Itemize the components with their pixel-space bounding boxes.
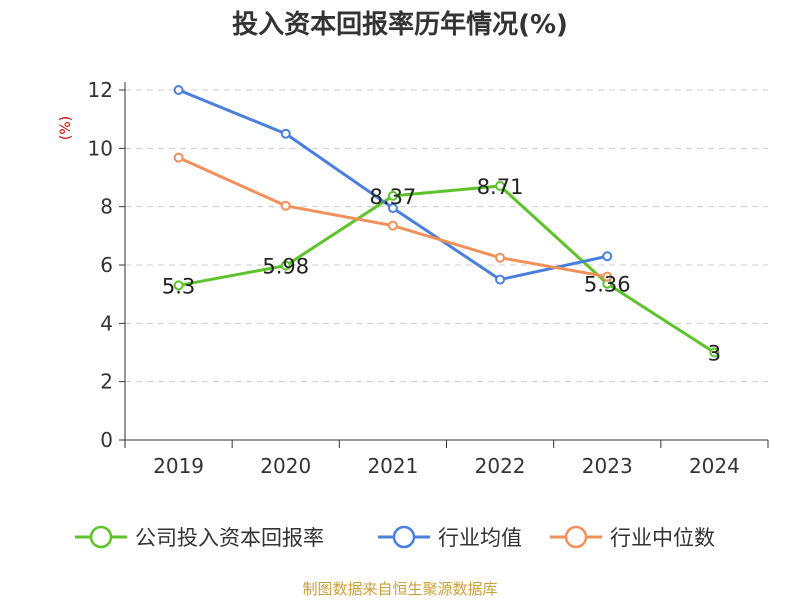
legend: 公司投入资本回报率 行业均值 行业中位数	[75, 525, 715, 550]
x-tick-label: 2020	[260, 454, 311, 478]
legend-swatch-marker	[89, 525, 113, 549]
data-point	[387, 203, 398, 214]
x-tick-label: 2023	[582, 454, 633, 478]
data-point	[173, 152, 184, 163]
data-point	[173, 85, 184, 95]
legend-item-1: 行业均值	[378, 525, 522, 550]
data-point	[387, 220, 398, 231]
legend-swatch-marker	[392, 525, 416, 549]
y-tick-label: 12	[88, 78, 113, 102]
data-point	[602, 251, 613, 262]
axes	[119, 82, 769, 448]
series-2	[173, 152, 613, 282]
series-1	[173, 85, 613, 285]
data-point	[495, 252, 506, 263]
y-axis-label: (%)	[58, 116, 74, 140]
y-tick-label: 4	[100, 311, 113, 335]
data-point	[709, 347, 720, 358]
x-tick-label: 2022	[475, 454, 526, 478]
data-point	[495, 274, 506, 285]
data-point	[173, 280, 184, 291]
y-tick-label: 6	[100, 253, 113, 277]
chart-title: 投入资本回报率历年情况(%)	[232, 9, 568, 40]
data-point	[387, 190, 398, 201]
data-labels: 5.3 5.98 8.37 8.71 5.36 3	[162, 175, 721, 366]
data-label: 5.3	[162, 274, 195, 298]
data-label: 5.36	[584, 273, 631, 297]
data-label: 8.71	[477, 175, 524, 199]
y-tick-label: 2	[100, 370, 113, 394]
y-tick-label: 8	[100, 195, 113, 219]
data-point	[280, 260, 291, 271]
x-tick-label: 2024	[689, 454, 740, 478]
x-tick-label: 2019	[153, 454, 204, 478]
legend-label: 公司投入资本回报率	[135, 526, 324, 550]
data-point	[280, 128, 291, 139]
grid-lines	[125, 89, 768, 383]
legend-label: 行业均值	[438, 526, 522, 550]
data-point	[280, 200, 291, 211]
legend-item-0: 公司投入资本回报率	[75, 525, 324, 550]
x-tick-label: 2021	[367, 454, 418, 478]
legend-swatch-marker	[564, 525, 588, 549]
data-point	[602, 271, 613, 282]
source-note: 制图数据来自恒生聚源数据库	[302, 580, 497, 598]
series-line	[178, 184, 716, 354]
series-0	[173, 180, 720, 358]
data-label: 8.37	[370, 185, 417, 209]
y-tick-labels: 0 2 4 6 8 10 12	[88, 78, 113, 452]
data-label: 5.98	[262, 255, 309, 279]
data-point	[495, 180, 506, 191]
legend-label: 行业中位数	[610, 526, 715, 550]
data-label: 3	[708, 342, 721, 366]
x-tick-labels: 2019 2020 2021 2022 2023 2024	[153, 454, 740, 478]
legend-item-2: 行业中位数	[550, 525, 715, 550]
y-tick-label: 0	[100, 428, 113, 452]
series-lines	[173, 85, 720, 358]
y-tick-label: 10	[88, 136, 113, 160]
series-line	[177, 156, 608, 279]
